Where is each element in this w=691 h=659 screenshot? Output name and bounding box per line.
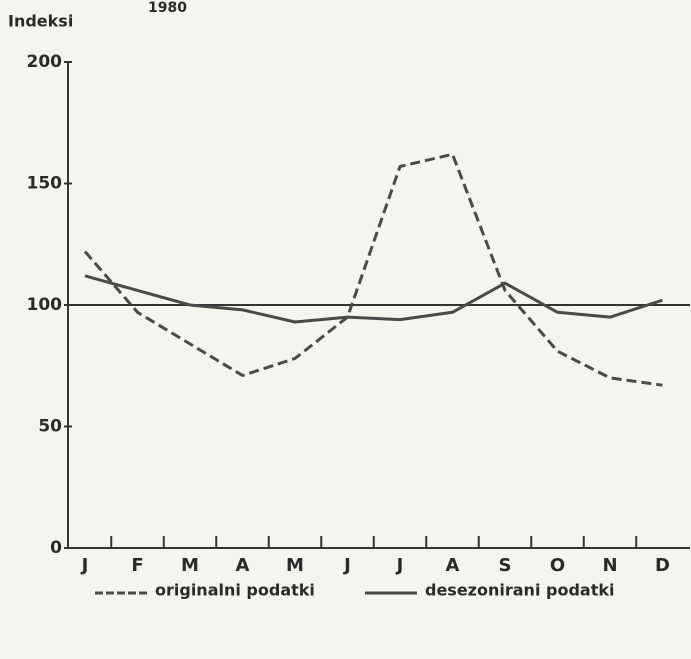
chart-title: 1980 [148,0,187,16]
series-line [84,274,663,324]
legend-label: originalni podatki [155,581,315,600]
x-tick-label: A [446,555,460,576]
y-tick-label: 50 [38,417,62,437]
y-tick-label: 100 [27,295,63,315]
legend-label: desezonirani podatki [425,581,614,600]
x-tick-label: N [602,555,617,576]
x-tick-label: S [499,555,512,576]
x-tick-label: M [181,555,199,576]
series-line [83,152,663,387]
x-tick-label: J [395,555,404,576]
y-tick-label: 200 [27,52,63,72]
x-tick-label: D [655,555,670,576]
x-tick-label: F [131,555,143,576]
x-tick-label: A [236,555,250,576]
y-axis-label: Indeksi [8,12,73,31]
x-tick-label: J [80,555,89,576]
x-tick-label: J [342,555,351,576]
y-tick-label: 0 [50,538,62,558]
x-tick-label: M [286,555,304,576]
y-tick-label: 150 [27,174,63,194]
x-tick-label: O [550,555,565,576]
